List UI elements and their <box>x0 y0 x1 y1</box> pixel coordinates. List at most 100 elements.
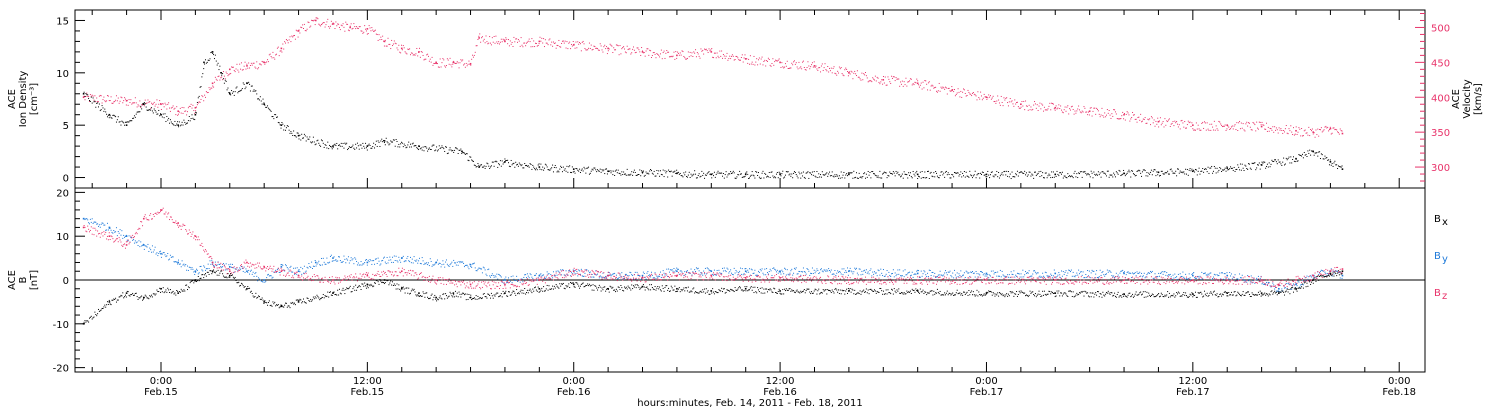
velocity-series-sample <box>1210 129 1212 131</box>
density-series-sample <box>758 176 760 178</box>
velocity-series-sample <box>83 95 85 97</box>
velocity-series-sample <box>886 84 888 86</box>
density-series-sample <box>596 171 598 173</box>
velocity-series-sample <box>1177 123 1179 125</box>
velocity-series-sample <box>255 67 257 69</box>
bz-series-sample <box>502 288 504 290</box>
bz-series-sample <box>113 241 115 243</box>
density-series-sample <box>106 113 108 115</box>
by-series-sample <box>1307 278 1309 280</box>
density-series-sample <box>641 170 643 172</box>
by-series-sample <box>1071 275 1073 277</box>
bz-series-sample <box>161 209 163 211</box>
bz-series-sample <box>484 281 486 283</box>
by-series-sample <box>650 271 652 273</box>
by-series-sample <box>463 266 465 268</box>
velocity-series-sample <box>1260 124 1262 126</box>
by-series-sample <box>679 270 681 272</box>
density-series-sample <box>86 94 88 96</box>
by-series-sample <box>900 275 902 277</box>
velocity-series-sample <box>938 82 940 84</box>
velocity-series-sample <box>819 67 821 69</box>
density-series-sample <box>1071 175 1073 177</box>
velocity-series-sample <box>1185 127 1187 129</box>
density-series-sample <box>1066 177 1068 179</box>
bz-series-sample <box>258 262 260 264</box>
velocity-series-sample <box>122 102 124 104</box>
by-series-sample <box>876 275 878 277</box>
density-series-sample <box>1019 171 1021 173</box>
velocity-series-sample <box>919 84 921 86</box>
velocity-series-sample <box>210 87 212 89</box>
density-series-sample <box>1243 170 1245 172</box>
by-series-sample <box>992 270 994 272</box>
density-series-sample <box>622 174 624 176</box>
density-series-sample <box>812 174 814 176</box>
density-series-sample <box>799 173 801 175</box>
by-series-sample <box>1259 277 1261 279</box>
velocity-series-sample <box>238 71 240 73</box>
by-series-sample <box>1197 275 1199 277</box>
density-series-sample <box>722 173 724 175</box>
velocity-series-sample <box>347 23 349 25</box>
velocity-series-sample <box>1081 110 1083 112</box>
velocity-series-sample <box>588 47 590 49</box>
density-series-sample <box>633 169 635 171</box>
velocity-series-sample <box>963 89 965 91</box>
density-series-sample <box>894 175 896 177</box>
by-series-sample <box>249 273 251 275</box>
by-series-sample <box>1253 277 1255 279</box>
by-series-sample <box>365 259 367 261</box>
by-series-sample <box>417 262 419 264</box>
velocity-series-sample <box>801 68 803 70</box>
density-series-sample <box>897 171 899 173</box>
density-series-sample <box>422 146 424 148</box>
by-series-sample <box>1041 276 1043 278</box>
by-series-sample <box>580 268 582 270</box>
by-series-sample <box>743 273 745 275</box>
density-series-sample <box>276 116 278 118</box>
density-series-sample <box>903 171 905 173</box>
bz-series-sample <box>405 272 407 274</box>
velocity-series-sample <box>1261 121 1263 123</box>
by-series-sample <box>302 272 304 274</box>
density-series-sample <box>1140 172 1142 174</box>
by-series-sample <box>787 273 789 275</box>
by-series-sample <box>315 265 317 267</box>
by-series-sample <box>722 267 724 269</box>
bz-series-sample <box>553 274 555 276</box>
by-series-sample <box>136 241 138 243</box>
velocity-series-sample <box>453 60 455 62</box>
density-series-sample <box>1263 161 1265 163</box>
velocity-series-sample <box>224 78 226 80</box>
velocity-series-sample <box>205 91 207 93</box>
velocity-series-point <box>194 106 197 109</box>
velocity-series-sample <box>153 101 155 103</box>
density-series-sample <box>418 146 420 148</box>
density-series-sample <box>92 97 94 99</box>
velocity-series-sample <box>1151 117 1153 119</box>
density-series-sample <box>739 170 741 172</box>
by-series-sample <box>470 266 472 268</box>
velocity-series-sample <box>506 38 508 40</box>
velocity-series-sample <box>971 95 973 97</box>
velocity-series-sample <box>641 47 643 49</box>
velocity-series-sample <box>332 22 334 24</box>
density-series-sample <box>353 147 355 149</box>
velocity-series-sample <box>980 95 982 97</box>
bz-series-point <box>1295 279 1297 281</box>
by-series-sample <box>663 272 665 274</box>
by-series-sample <box>504 278 506 280</box>
bz-series-sample <box>399 271 401 273</box>
density-series-sample <box>143 102 145 104</box>
velocity-series-sample <box>1232 128 1234 130</box>
by-series-sample <box>188 266 190 268</box>
by-series-sample <box>586 269 588 271</box>
bz-series-sample <box>115 238 117 240</box>
velocity-series-sample <box>714 52 716 54</box>
by-series-sample <box>1156 276 1158 278</box>
density-series-sample <box>115 116 117 118</box>
velocity-series-sample <box>264 63 266 65</box>
density-series-sample <box>1323 158 1325 160</box>
density-series-sample <box>782 170 784 172</box>
